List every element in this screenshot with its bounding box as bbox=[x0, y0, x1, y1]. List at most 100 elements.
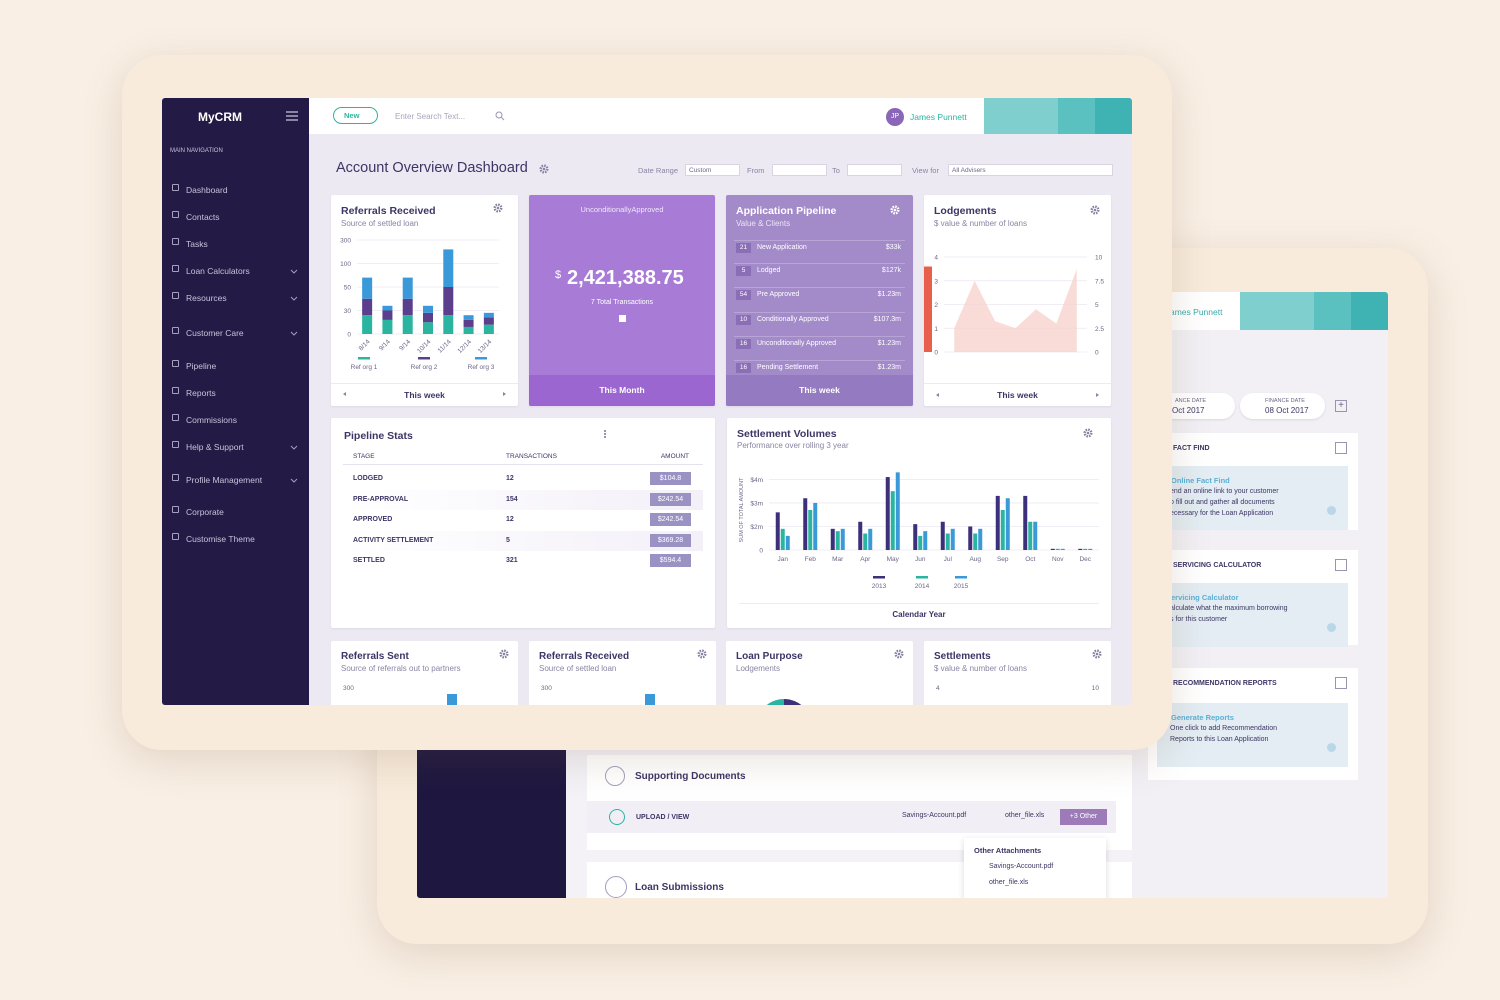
x-tick-label: Jul bbox=[944, 556, 953, 563]
kebab-icon[interactable] bbox=[604, 430, 608, 438]
filter-label: View for bbox=[912, 166, 939, 175]
card-subtitle: Source of referrals out to partners bbox=[341, 664, 461, 673]
icon-button[interactable] bbox=[1351, 292, 1388, 330]
gear-icon[interactable] bbox=[1092, 649, 1102, 659]
card-footer[interactable]: This week bbox=[726, 375, 913, 406]
card-title: Loan Purpose bbox=[736, 651, 803, 662]
stage-label[interactable]: Lodged bbox=[757, 267, 781, 274]
area bbox=[954, 268, 1077, 352]
search-icon[interactable] bbox=[495, 111, 505, 121]
nav-item[interactable]: Profile Management bbox=[186, 475, 263, 485]
nav-item[interactable]: Resources bbox=[186, 293, 227, 303]
nav-icon bbox=[172, 327, 179, 334]
gear-icon[interactable] bbox=[890, 205, 900, 215]
dropdown-item[interactable]: other_file.xls bbox=[989, 879, 1029, 886]
gear-icon[interactable] bbox=[1083, 428, 1093, 438]
date-pill[interactable] bbox=[1240, 393, 1325, 419]
nav-item[interactable]: Customer Care bbox=[186, 328, 244, 338]
icon-button[interactable] bbox=[1277, 292, 1314, 330]
count-badge: 16 bbox=[736, 339, 751, 349]
gear-hub bbox=[502, 652, 506, 656]
more-button[interactable]: +3 Other bbox=[1060, 809, 1107, 825]
new-button[interactable]: New bbox=[333, 107, 378, 124]
calendar-button[interactable] bbox=[984, 98, 1021, 134]
menu-icon[interactable] bbox=[286, 111, 298, 121]
nav-item[interactable]: Pipeline bbox=[186, 361, 217, 371]
card-footer[interactable]: This week bbox=[331, 383, 518, 406]
gear-shape bbox=[1083, 428, 1093, 438]
search-input[interactable]: Enter Search Text... bbox=[395, 112, 466, 121]
stage-label[interactable]: New Application bbox=[757, 244, 807, 251]
gear-icon[interactable] bbox=[1090, 205, 1100, 215]
gear-icon[interactable] bbox=[493, 203, 503, 213]
date-range-select[interactable]: Custom bbox=[685, 164, 740, 176]
date-label: ANCE DATE bbox=[1175, 398, 1207, 404]
stage-label[interactable]: Pending Settlement bbox=[757, 364, 819, 371]
bar bbox=[835, 531, 840, 550]
nav-item[interactable]: Customise Theme bbox=[186, 534, 255, 544]
bar bbox=[402, 315, 413, 334]
filter-label: From bbox=[747, 166, 765, 175]
user-name[interactable]: James Punnett bbox=[910, 112, 967, 122]
stage-label[interactable]: Pre Approved bbox=[757, 291, 800, 298]
panel-link[interactable]: Online Fact Find bbox=[1171, 476, 1230, 485]
y-tick-label: $3m bbox=[750, 500, 763, 507]
bar bbox=[463, 326, 474, 334]
add-button[interactable] bbox=[1335, 559, 1347, 571]
add-button[interactable] bbox=[1335, 677, 1347, 689]
tick-label: 4 bbox=[936, 685, 940, 692]
card-footer[interactable]: Calendar Year bbox=[892, 610, 946, 619]
bar bbox=[382, 319, 393, 334]
nav-item[interactable]: Reports bbox=[186, 388, 216, 398]
gear-hub bbox=[897, 652, 901, 656]
card-footer[interactable]: This Month bbox=[529, 375, 715, 406]
gear-icon[interactable] bbox=[697, 649, 707, 659]
file-link[interactable]: Savings-Account.pdf bbox=[902, 812, 967, 819]
icon-button[interactable] bbox=[1240, 292, 1277, 330]
gear-hub bbox=[893, 208, 897, 212]
gear-hub bbox=[542, 167, 546, 171]
y-tick-label: 0 bbox=[934, 350, 938, 357]
add-button[interactable]: + bbox=[1335, 400, 1347, 412]
file-link[interactable]: other_file.xls bbox=[1005, 812, 1045, 819]
stage-label[interactable]: Conditionally Approved bbox=[757, 316, 829, 323]
prev-arrow bbox=[343, 392, 346, 396]
to-input[interactable] bbox=[847, 164, 902, 176]
panel-link[interactable]: ervicing Calculator bbox=[1171, 593, 1239, 602]
gear-icon[interactable] bbox=[539, 164, 549, 174]
nav-item[interactable]: Dashboard bbox=[186, 185, 228, 195]
gear-shape bbox=[697, 649, 707, 659]
card-footer[interactable]: This week bbox=[924, 383, 1111, 406]
logo[interactable]: MyCRM bbox=[198, 110, 242, 124]
bar bbox=[968, 526, 973, 550]
gear-icon[interactable] bbox=[499, 649, 509, 659]
nav-item[interactable]: Corporate bbox=[186, 507, 224, 517]
x-tick-label: Jun bbox=[915, 556, 926, 563]
view-for-select[interactable]: All Advisers bbox=[948, 164, 1113, 176]
gear-shape bbox=[493, 203, 503, 213]
referrals-card: Referrals Received Source of settled loa… bbox=[331, 195, 518, 406]
y-tick-label: 300 bbox=[340, 238, 351, 245]
from-input[interactable] bbox=[772, 164, 827, 176]
nav-item[interactable]: Contacts bbox=[186, 212, 220, 222]
power-button[interactable] bbox=[1095, 98, 1132, 134]
avatar[interactable]: JP bbox=[886, 108, 904, 126]
list-button[interactable] bbox=[1021, 98, 1058, 134]
nav-item[interactable]: Commissions bbox=[186, 415, 238, 425]
nav-item[interactable]: Help & Support bbox=[186, 442, 244, 452]
y-tick-label: 30 bbox=[344, 308, 352, 315]
gear-icon[interactable] bbox=[894, 649, 904, 659]
add-button[interactable] bbox=[1335, 442, 1347, 454]
dropdown-item[interactable]: Savings-Account.pdf bbox=[989, 863, 1054, 870]
nav-section: MAIN NAVIGATION bbox=[170, 148, 223, 154]
bell-button[interactable] bbox=[1058, 98, 1095, 134]
stage-label[interactable]: Unconditionally Approved bbox=[757, 340, 836, 347]
upload-label[interactable]: UPLOAD / VIEW bbox=[636, 814, 690, 821]
bar bbox=[382, 305, 393, 311]
nav-item[interactable]: Tasks bbox=[186, 239, 208, 249]
panel-link[interactable]: Generate Reports bbox=[1171, 713, 1234, 722]
x-tick-label: May bbox=[887, 556, 900, 563]
icon-button[interactable] bbox=[1314, 292, 1351, 330]
bar bbox=[402, 277, 413, 299]
nav-item[interactable]: Loan Calculators bbox=[186, 266, 250, 276]
